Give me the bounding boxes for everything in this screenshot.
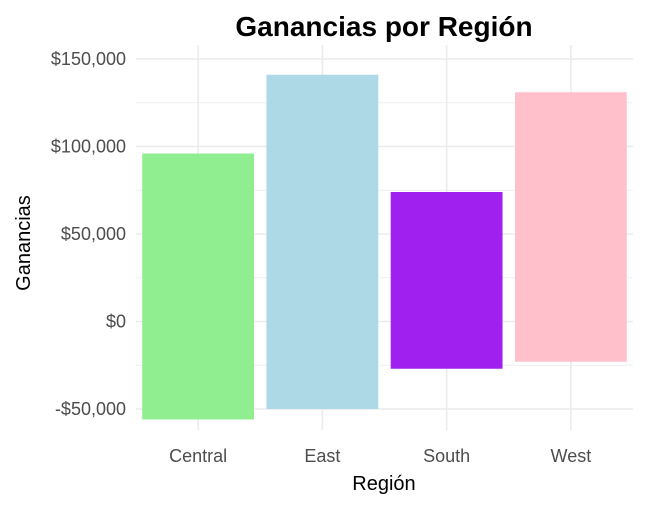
bars [142, 74, 627, 420]
chart-title: Ganancias por Región [235, 11, 532, 42]
x-tick-label: Central [169, 446, 227, 466]
y-tick-label: $0 [106, 312, 126, 332]
axis-labels: -$50,000 $0 $50,000 $100,000 $150,000 Central… [51, 49, 591, 466]
y-tick-label: $100,000 [51, 137, 126, 157]
x-axis-title: Región [352, 473, 415, 495]
bar-central [142, 153, 255, 420]
x-tick-label: South [423, 446, 470, 466]
y-axis-title: Ganancias [13, 195, 35, 291]
y-tick-label: $50,000 [61, 224, 126, 244]
y-tick-label: $150,000 [51, 49, 126, 69]
x-tick-label: East [304, 446, 340, 466]
bar-west [514, 92, 627, 362]
bar-south [390, 192, 503, 369]
bar-east [266, 74, 379, 409]
y-tick-label: -$50,000 [55, 399, 126, 419]
x-tick-label: West [551, 446, 592, 466]
